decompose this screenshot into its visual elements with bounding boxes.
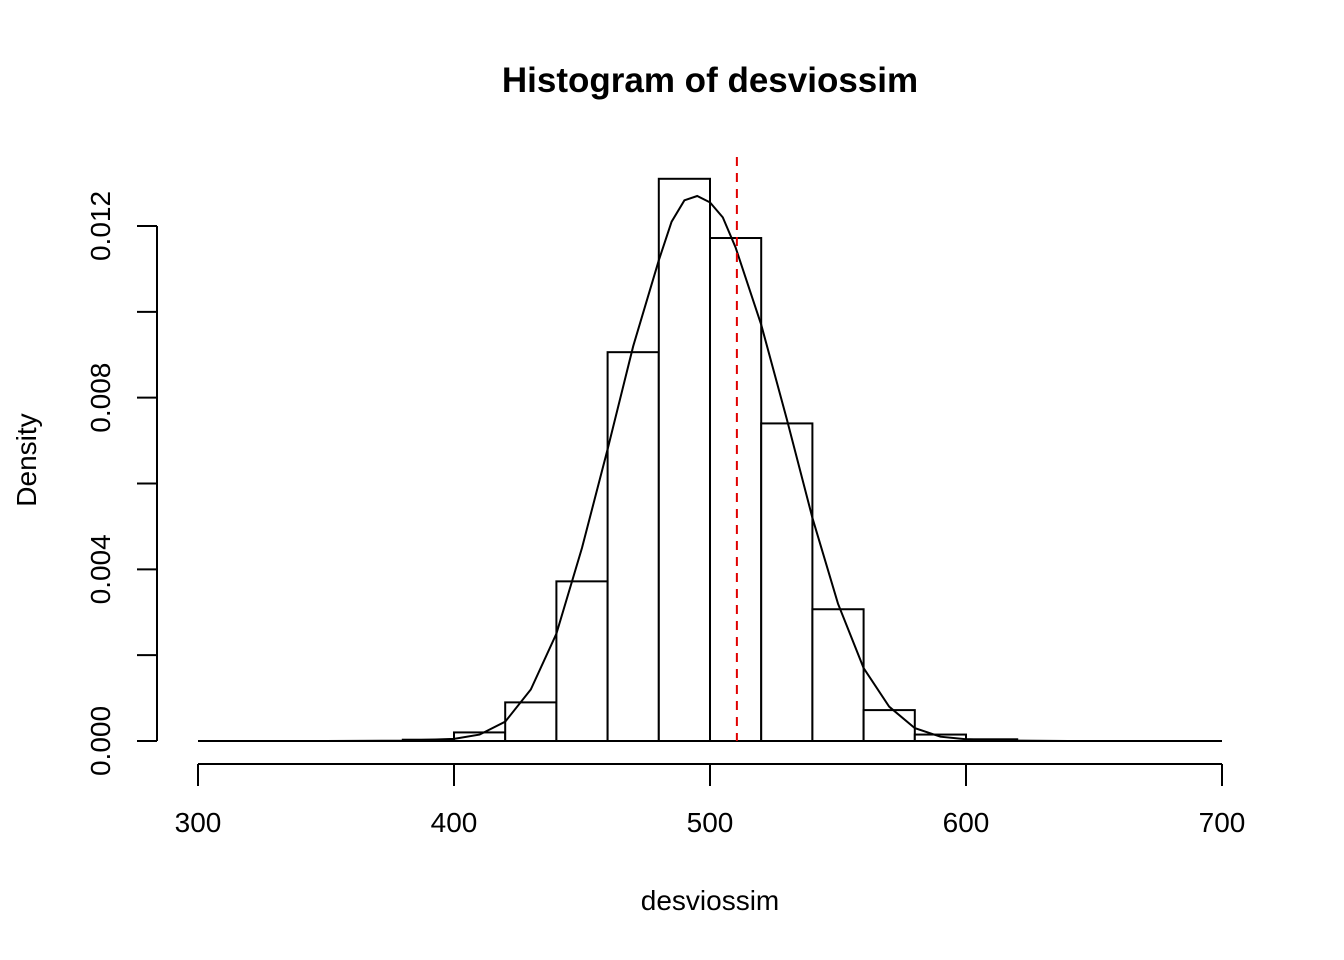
y-tick-label: 0.000 [85, 706, 116, 776]
y-tick-label: 0.012 [85, 191, 116, 261]
x-tick-label: 700 [1199, 807, 1246, 838]
x-tick-label: 500 [687, 807, 734, 838]
density-curve [198, 194, 1222, 742]
y-axis-label: Density [11, 413, 42, 506]
histogram-bar [657, 177, 711, 742]
histogram-bar [760, 422, 814, 742]
x-axis-label: desviossim [641, 885, 779, 916]
x-tick-label: 300 [175, 807, 222, 838]
histogram-bar [504, 701, 558, 742]
histogram-bar [709, 237, 763, 742]
x-tick-label: 400 [431, 807, 478, 838]
x-tick-label: 600 [943, 807, 990, 838]
density-curve-layer [198, 194, 1222, 742]
y-axis: 0.000 0.004 0.008 0.012 [85, 191, 158, 776]
histogram-bars [198, 177, 1222, 743]
histogram-bar [811, 608, 865, 743]
histogram-bar [606, 351, 660, 742]
y-tick-label: 0.004 [85, 534, 116, 604]
histogram-bar [862, 709, 916, 742]
x-axis: 300 400 500 600 700 [175, 763, 1246, 838]
y-tick-label: 0.008 [85, 363, 116, 433]
chart-title: Histogram of desviossim [502, 61, 918, 100]
